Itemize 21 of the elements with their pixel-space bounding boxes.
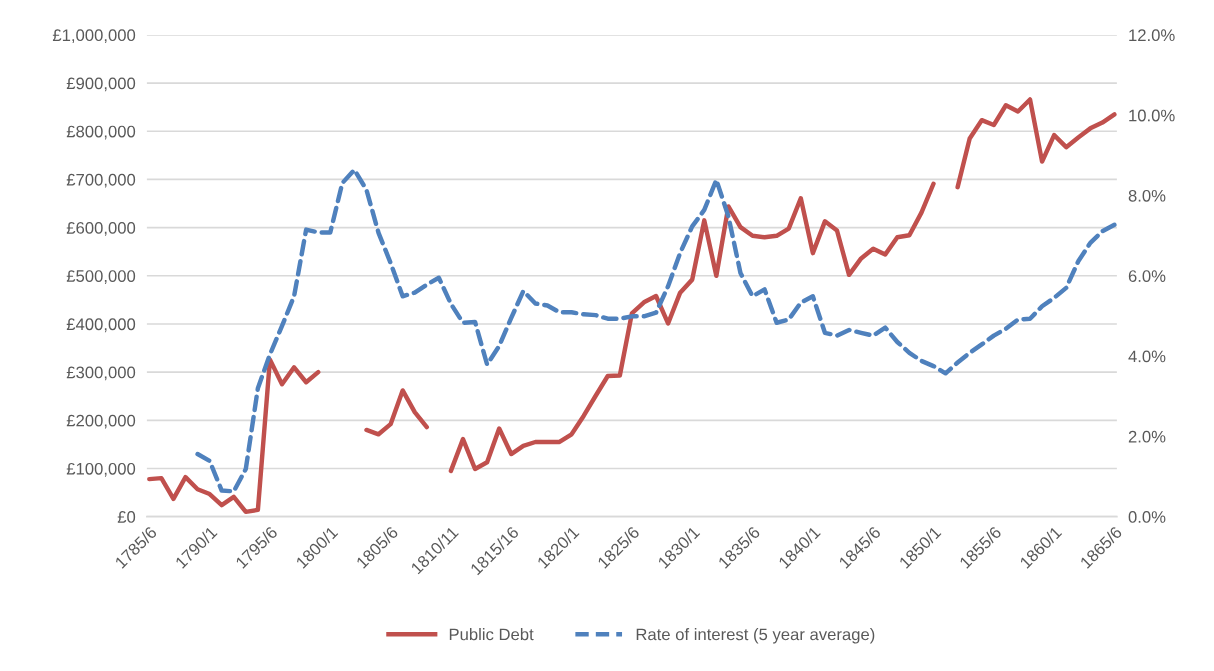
legend-label: Rate of interest (5 year average) — [636, 628, 875, 644]
y-tick-label: £600,000 — [66, 222, 136, 236]
y-tick-label: £200,000 — [66, 414, 136, 429]
y-tick-label: £900,000 — [66, 77, 136, 92]
y2-tick-label: 12.0% — [1129, 29, 1175, 42]
y2-tick-label: 2.0% — [1128, 430, 1166, 443]
y-tick-label: £100,000 — [66, 462, 136, 477]
y-tick-label: £0 — [117, 511, 136, 523]
y2-tick-label: 10.0% — [1129, 109, 1175, 122]
y-tick-label: £700,000 — [66, 173, 136, 188]
y-tick-label: £400,000 — [66, 318, 136, 333]
y2-tick-label: 0.0% — [1128, 511, 1166, 523]
y2-tick-label: 4.0% — [1128, 350, 1166, 363]
y-tick-label: £300,000 — [66, 366, 136, 381]
y-tick-label: £800,000 — [66, 125, 136, 140]
y-tick-label: £1,000,000 — [52, 29, 136, 44]
y2-tick-label: 6.0% — [1128, 270, 1166, 282]
y-tick-label: £500,000 — [66, 270, 136, 284]
line-series — [195, 167, 1117, 494]
legend-label: Public Debt — [449, 628, 534, 641]
y2-tick-label: 8.0% — [1128, 189, 1166, 202]
